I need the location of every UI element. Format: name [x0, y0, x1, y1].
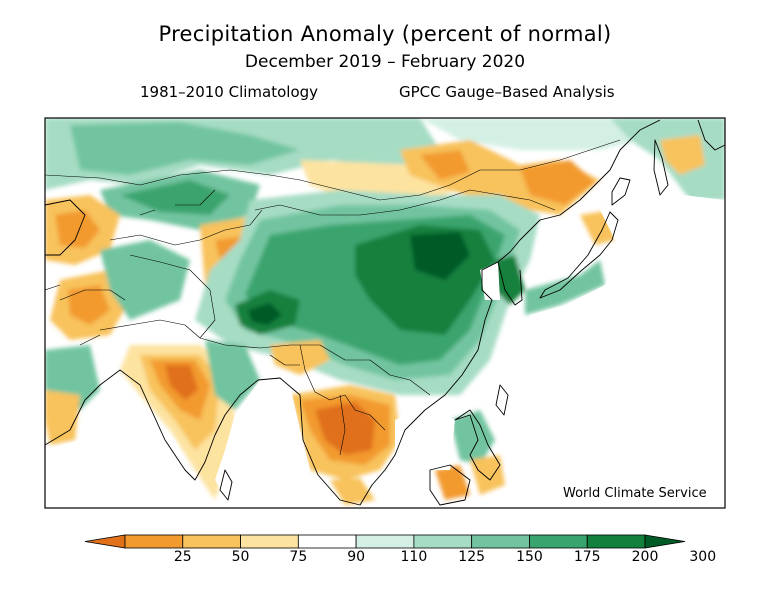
region-sakhalin-dry	[660, 135, 705, 175]
colorbar-segment	[471, 534, 530, 549]
region-india-very-dry	[165, 365, 198, 400]
colorbar-tick-label: 110	[400, 549, 428, 565]
map-title: Precipitation Anomaly (percent of normal…	[158, 22, 612, 46]
region-arabia-dry	[45, 390, 80, 445]
colorbar-tick-label: 200	[631, 549, 659, 565]
ocean-pacific	[505, 190, 725, 508]
colorbar-tick-label: 90	[347, 549, 366, 565]
colorbar-segment	[182, 534, 241, 549]
colorbar-tick-label: 175	[573, 549, 601, 565]
region-afghan-wet	[100, 240, 190, 320]
region-amur-dry-core	[520, 160, 595, 205]
region-bengal-dry	[270, 340, 330, 375]
colorbar-segment	[413, 534, 473, 549]
colorbar-segment	[124, 534, 184, 549]
anomaly-field	[45, 118, 725, 508]
coastlines	[45, 119, 725, 506]
region-north-wet-core	[70, 122, 300, 175]
region-central-asia-core	[120, 180, 230, 215]
colorbar-tick-label: 125	[458, 549, 486, 565]
ocean-yellow-sea	[480, 262, 500, 300]
country-borders	[45, 139, 621, 456]
colorbar-tick-label: 150	[516, 549, 543, 565]
region-tibet-record	[248, 303, 282, 325]
colorbar-tick-label: 300	[689, 549, 717, 565]
region-iran-dry-core	[68, 285, 110, 325]
region-korea-wet	[495, 255, 525, 305]
map-subtitle: December 2019 – February 2020	[244, 52, 526, 72]
region-japan-wet	[525, 260, 605, 315]
colorbar-arrow-high	[644, 534, 686, 549]
colorbar	[84, 534, 686, 549]
region-philippines-dry	[470, 455, 505, 495]
analysis-label: GPCC Gauge–Based Analysis	[399, 83, 615, 101]
colorbar-segment	[529, 534, 588, 549]
map-frame	[44, 117, 726, 509]
colorbar-segment	[355, 534, 415, 549]
region-caspian-dry-core	[55, 210, 100, 248]
climatology-label: 1981–2010 Climatology	[140, 83, 319, 101]
credit-label: World Climate Service	[561, 486, 709, 501]
colorbar-segment	[297, 534, 357, 549]
colorbar-segment	[240, 534, 299, 549]
region-manchuria-dry-core	[420, 150, 470, 180]
region-china-record-core	[410, 232, 470, 280]
colorbar-arrow-low	[84, 534, 126, 549]
colorbar-tick-label: 25	[173, 549, 192, 565]
colorbar-tick-label: 50	[231, 549, 250, 565]
region-siberia-wet	[420, 118, 640, 150]
colorbar-tick-label: 75	[289, 549, 308, 565]
ocean-indian	[45, 400, 215, 508]
ocean-bay-of-bengal	[215, 380, 310, 508]
region-india-wet	[205, 340, 260, 410]
region-philippines-wet	[450, 410, 495, 465]
colorbar-segment	[586, 534, 646, 549]
ocean-south-china-sea	[395, 405, 455, 495]
